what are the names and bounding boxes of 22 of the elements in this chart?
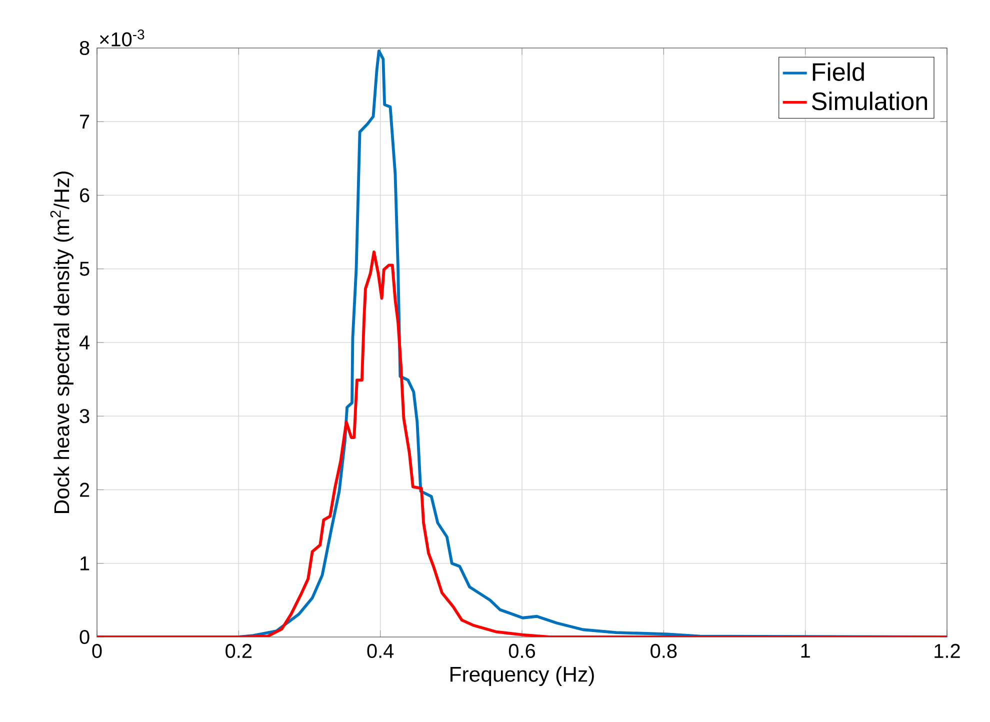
x-tick-label: 0.6 bbox=[508, 644, 535, 658]
y-axis-title: Dock heave spectral density (m$^{2}$/Hz) bbox=[50, 172, 74, 513]
x-tick-label: 0 bbox=[92, 644, 102, 658]
y-tick-label: 6 bbox=[80, 188, 90, 202]
x-axis-title: Frequency (Hz) bbox=[450, 666, 594, 686]
x-tick-label: 0.4 bbox=[367, 644, 394, 658]
y-tick-label: 7 bbox=[80, 114, 90, 128]
y-tick-label: 3 bbox=[80, 409, 90, 424]
text: ×10$^{-3}$ bbox=[100, 30, 144, 46]
y-tick-label: 2 bbox=[80, 482, 90, 497]
x-tick-label: 1.2 bbox=[934, 644, 960, 658]
y-tick-label: 0 bbox=[80, 630, 90, 644]
legend-label: Simulation bbox=[812, 92, 928, 110]
x-tick-label: 0.8 bbox=[650, 644, 677, 658]
y-tick-label: 4 bbox=[79, 336, 90, 350]
legend-label: Field bbox=[812, 62, 864, 81]
y-tick-label: 8 bbox=[80, 40, 90, 56]
x-tick-label: 1 bbox=[801, 644, 810, 658]
y-tick-label: 5 bbox=[80, 262, 90, 276]
x-tick-label: 0.2 bbox=[226, 644, 252, 658]
line-series bbox=[97, 250, 948, 637]
y-tick-label: 1 bbox=[80, 556, 90, 570]
